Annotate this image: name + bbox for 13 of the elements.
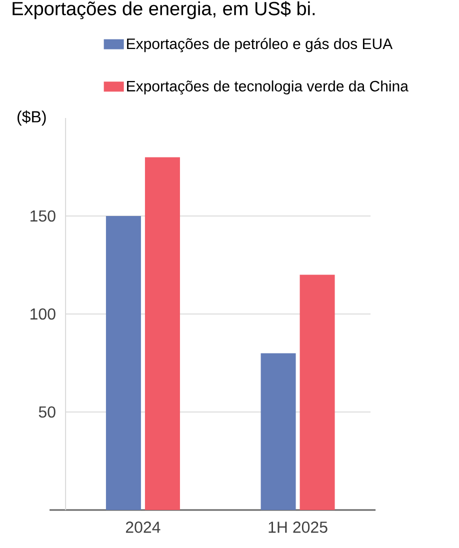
chart-title: Exportações de energia, em US$ bi. (12, 1, 315, 20)
legend-label: Exportações de tecnologia verde da China (127, 80, 409, 95)
x-tick-label: 2024 (126, 522, 160, 533)
bar (106, 216, 142, 510)
bar (145, 157, 180, 510)
y-axis-title: ($B) (18, 110, 46, 126)
x-tick-label: 1H 2025 (268, 522, 328, 533)
legend-label: Exportações de petróleo e gás dos EUA (127, 38, 393, 52)
y-tick-label: 150 (30, 210, 56, 222)
y-tick-label: 100 (30, 308, 56, 320)
bar (300, 274, 336, 510)
y-tick-label: 50 (39, 406, 56, 418)
bar (261, 353, 296, 510)
